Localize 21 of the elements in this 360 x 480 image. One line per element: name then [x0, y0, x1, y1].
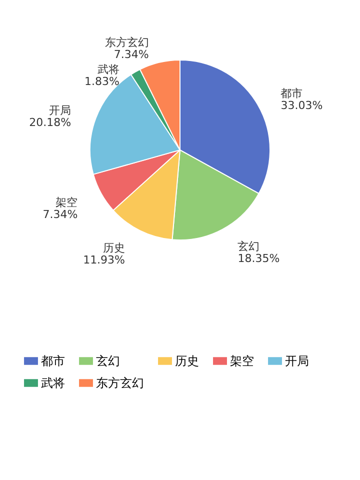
slice-label: 武将 [97, 62, 120, 76]
legend-label: 历史 [175, 354, 199, 368]
legend-label: 架空 [230, 354, 254, 368]
data-label: 1.83% [84, 74, 120, 88]
data-label: 33.03% [280, 99, 323, 112]
legend-label: 都市 [41, 354, 65, 368]
slice-label: 历史 [103, 241, 126, 254]
data-label: 18.35% [238, 252, 280, 266]
slice-label: 开局 [49, 104, 72, 118]
data-label: 7.34% [114, 48, 149, 61]
legend-label: 东方玄幻 [96, 376, 144, 390]
legend-label: 武将 [41, 376, 65, 390]
slice-label: 玄幻 [238, 240, 260, 254]
slice-label: 东方玄幻 [104, 36, 149, 49]
legend-label: 开局 [285, 354, 309, 368]
legend-label: 玄幻 [96, 354, 120, 368]
data-label: 7.34% [42, 208, 78, 222]
slice-label: 都市 [280, 87, 303, 100]
slice-label: 架空 [56, 196, 78, 210]
data-label: 20.18% [29, 116, 72, 130]
data-label: 11.93% [83, 253, 126, 266]
